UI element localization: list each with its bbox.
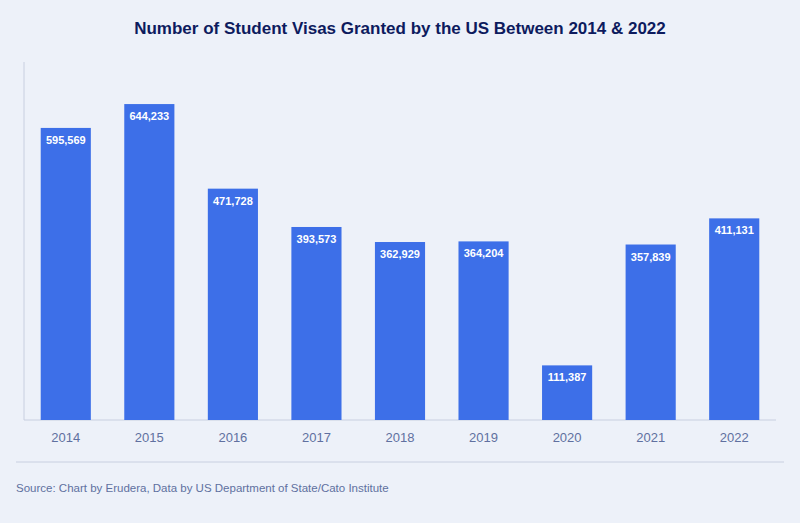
bar [41,128,91,420]
bar [124,104,174,420]
bar [542,365,592,420]
x-tick-label: 2017 [302,430,331,445]
separator-line [16,462,784,463]
bar [375,242,425,420]
x-tick-label: 2018 [386,430,415,445]
chart-title: Number of Student Visas Granted by the U… [134,19,666,38]
x-tick-labels: 2014 2015 2016 2017 2018 2019 2020 2021 2022 [51,430,748,445]
bar [291,227,341,420]
x-tick-label: 2022 [720,430,749,445]
data-label: 595,569 [46,134,86,146]
data-labels: 595,569 644,233 471,728 393,573 362,929 364,2… [46,110,754,383]
data-label: 364,204 [464,247,505,259]
bar [709,218,759,420]
chart-container: Number of Student Visas Granted by the U… [0,0,800,523]
chart-svg: Number of Student Visas Granted by the U… [0,0,800,523]
data-label: 644,233 [129,110,169,122]
x-tick-label: 2015 [135,430,164,445]
x-tick-label: 2021 [636,430,665,445]
bar [458,241,508,420]
x-tick-label: 2014 [51,430,80,445]
bars [41,104,760,420]
data-label: 471,728 [213,195,253,207]
data-label: 362,929 [380,248,420,260]
bar [208,189,258,420]
data-label: 411,131 [715,224,754,236]
x-tick-label: 2016 [218,430,247,445]
x-tick-label: 2019 [469,430,498,445]
bar [626,245,676,420]
x-tick-label: 2020 [553,430,582,445]
source-note: Source: Chart by Erudera, Data by US Dep… [16,482,389,494]
background [0,0,800,523]
data-label: 111,387 [548,371,587,383]
y-axis-line [24,62,25,420]
data-label: 393,573 [297,233,337,245]
data-label: 357,839 [631,251,671,263]
